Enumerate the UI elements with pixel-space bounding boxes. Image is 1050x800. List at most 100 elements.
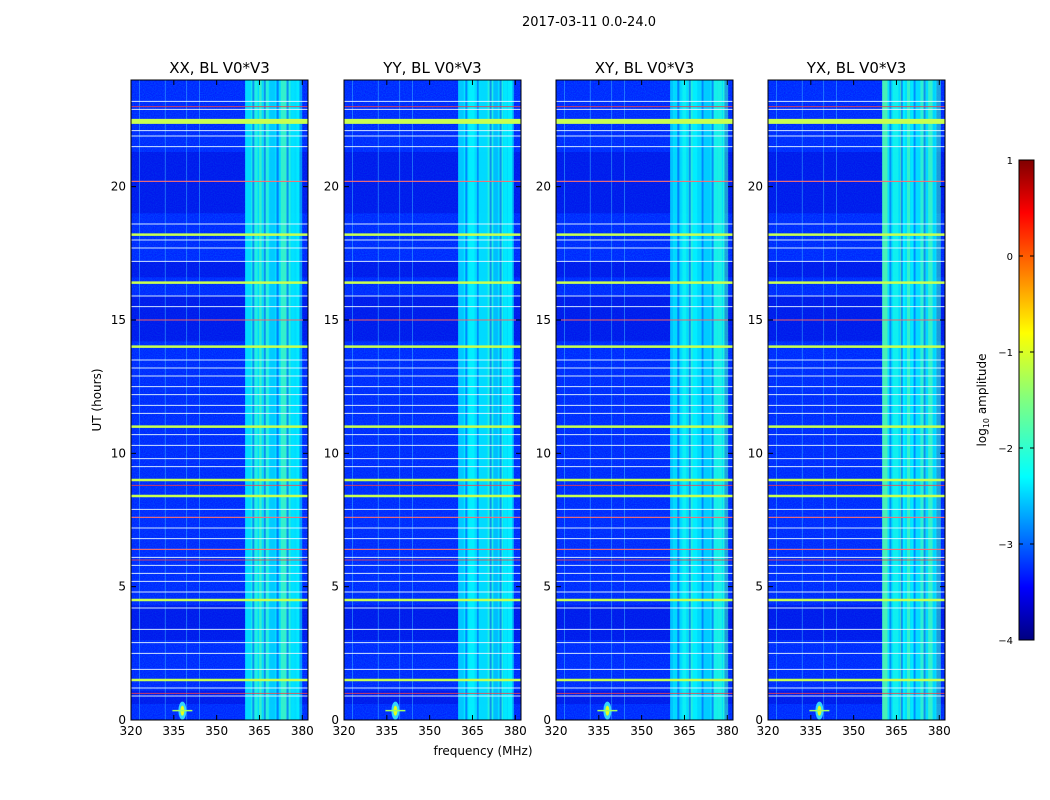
panel-frame bbox=[555, 79, 734, 721]
x-tick-label: 380 bbox=[504, 724, 527, 738]
rfi-band-stripe bbox=[503, 80, 508, 720]
rfi-band-stripe bbox=[296, 80, 303, 720]
y-tick-label: 10 bbox=[748, 446, 763, 460]
rfi-band-gap bbox=[900, 80, 903, 720]
x-tick-label: 350 bbox=[842, 724, 865, 738]
y-tick-label: 15 bbox=[748, 313, 763, 327]
rfi-band-stripe bbox=[263, 80, 269, 720]
rfi-band-gap bbox=[889, 80, 892, 720]
rfi-band-gap bbox=[476, 80, 479, 720]
y-tick-label: 10 bbox=[324, 446, 339, 460]
y-tick-label: 20 bbox=[748, 180, 763, 194]
rfi-band-stripe bbox=[507, 80, 514, 720]
rfi-band-stripe bbox=[259, 80, 262, 720]
rfi-band-gap bbox=[913, 80, 916, 720]
rfi-band-gap bbox=[688, 80, 691, 720]
x-tick-label: 365 bbox=[673, 724, 696, 738]
rfi-band-stripe bbox=[286, 80, 291, 720]
colorbar-label-suffix: amplitude bbox=[975, 354, 989, 418]
colorbar-tick-label: −3 bbox=[998, 540, 1013, 551]
y-tick-label: 0 bbox=[118, 713, 126, 727]
x-tick-label: 335 bbox=[162, 724, 185, 738]
y-tick-label: 15 bbox=[324, 313, 339, 327]
panel: XY, BL V0*V3 320 335 350 365 380 0 5 10 15 20 bbox=[536, 59, 739, 738]
x-tick-label: 320 bbox=[120, 724, 143, 738]
y-tick-label: 15 bbox=[536, 313, 551, 327]
colorbar-label: log10 amplitude bbox=[975, 354, 991, 447]
y-tick-label: 20 bbox=[111, 180, 126, 194]
x-tick-label: 365 bbox=[248, 724, 271, 738]
rfi-band-stripe bbox=[917, 80, 919, 720]
rfi-band-gap bbox=[465, 80, 468, 720]
x-tick-label: 380 bbox=[716, 724, 739, 738]
x-tick-label: 350 bbox=[418, 724, 441, 738]
rfi-band-gap bbox=[286, 80, 289, 720]
panel: YX, BL V0*V3 320 335 350 365 380 0 5 10 15 20 bbox=[748, 59, 951, 738]
rfi-band-stripe bbox=[892, 80, 899, 720]
x-tick-label: 320 bbox=[757, 724, 780, 738]
rfi-band-gap bbox=[701, 80, 704, 720]
y-tick-label: 0 bbox=[543, 713, 551, 727]
rfi-band-stripe bbox=[458, 80, 464, 720]
x-tick-label: 335 bbox=[587, 724, 610, 738]
rfi-band-stripe bbox=[906, 80, 911, 720]
colorbar-ticks: 1 0 −1 −2 −3 −4 bbox=[998, 156, 1034, 647]
panel-frame bbox=[343, 79, 522, 721]
rfi-band-stripe bbox=[698, 80, 703, 720]
y-tick-label: 0 bbox=[331, 713, 339, 727]
panel-frame bbox=[767, 79, 946, 721]
x-tick-label: 380 bbox=[291, 724, 314, 738]
colorbar-tick-label: −1 bbox=[998, 348, 1013, 359]
y-tick-label: 10 bbox=[111, 446, 126, 460]
rfi-band-gap bbox=[263, 80, 266, 720]
panel-frame bbox=[130, 79, 309, 721]
x-tick-label: 335 bbox=[799, 724, 822, 738]
rfi-band-stripe bbox=[682, 80, 687, 720]
x-tick-label: 380 bbox=[928, 724, 951, 738]
y-tick-label: 5 bbox=[331, 580, 339, 594]
panel: YY, BL V0*V3 320 335 350 365 380 0 5 10 15 20 bbox=[324, 59, 527, 738]
x-axis-label: frequency (MHz) bbox=[433, 744, 532, 758]
x-tick-label: 320 bbox=[333, 724, 356, 738]
rfi-band-stripe bbox=[910, 80, 917, 720]
colorbar: 10 −1 −2 −3 −4 log10 amplitude bbox=[975, 156, 1035, 647]
panels-group: XX, BL V0*V3 320 335 350 365 380 0 5 10 15 20 YY, B… bbox=[111, 59, 951, 738]
figure-title: 2017-03-11 0.0-24.0 bbox=[522, 15, 656, 30]
rfi-band-stripe bbox=[674, 80, 677, 720]
x-tick-label: 365 bbox=[885, 724, 908, 738]
rfi-band-stripe bbox=[670, 80, 674, 720]
y-axis-label: UT (hours) bbox=[90, 368, 104, 431]
rfi-band-gap bbox=[252, 80, 255, 720]
rfi-band-stripe bbox=[933, 80, 936, 720]
y-tick-label: 5 bbox=[118, 580, 126, 594]
rfi-band-stripe bbox=[704, 80, 711, 720]
colorbar-tick-label: −4 bbox=[998, 636, 1013, 647]
rfi-band-gap bbox=[276, 80, 279, 720]
rfi-band-stripe bbox=[480, 80, 487, 720]
x-tick-label: 335 bbox=[375, 724, 398, 738]
colorbar-tick-label: −2 bbox=[998, 444, 1013, 455]
colorbar-tick-label: 1 bbox=[1007, 156, 1013, 167]
rfi-band-stripe bbox=[928, 80, 933, 720]
x-tick-label: 320 bbox=[545, 724, 568, 738]
rfi-band-stripe bbox=[291, 80, 295, 720]
colorbar-label-subscript: 10 bbox=[982, 418, 991, 428]
panel-title: YY, BL V0*V3 bbox=[382, 59, 481, 77]
y-tick-label: 10 bbox=[536, 446, 551, 460]
rfi-band-stripe bbox=[251, 80, 258, 720]
y-tick-label: 0 bbox=[755, 713, 763, 727]
x-tick-label: 365 bbox=[461, 724, 484, 738]
rfi-band-gap bbox=[711, 80, 714, 720]
rfi-band-stripe bbox=[468, 80, 475, 720]
rfi-band-stripe bbox=[882, 80, 888, 720]
y-tick-label: 15 bbox=[111, 313, 126, 327]
x-tick-label: 350 bbox=[630, 724, 653, 738]
rfi-band-stripe bbox=[722, 80, 729, 720]
rfi-band-stripe bbox=[245, 80, 250, 720]
panel-title: XX, BL V0*V3 bbox=[169, 59, 270, 77]
y-tick-label: 20 bbox=[536, 180, 551, 194]
colorbar-label-prefix: log bbox=[975, 428, 989, 446]
y-tick-label: 5 bbox=[543, 580, 551, 594]
rfi-band-stripe bbox=[711, 80, 718, 720]
rfi-band-stripe bbox=[493, 80, 498, 720]
